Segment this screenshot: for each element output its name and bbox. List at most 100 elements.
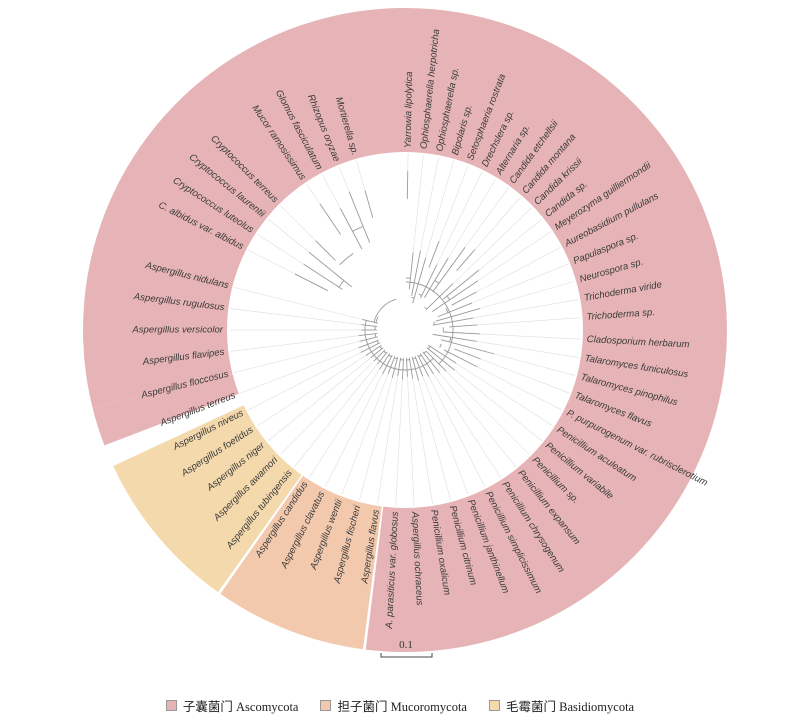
legend-item-mucoromycota: 担子菌门 Mucoromycota	[320, 696, 467, 715]
leaf-branch	[428, 344, 457, 364]
legend: 子囊菌门 Ascomycota 担子菌门 Mucoromycota 毛霉菌门 B…	[0, 694, 800, 716]
leaf-guide	[268, 357, 372, 441]
leaf-branch	[391, 356, 399, 379]
leaf-guide	[454, 369, 542, 441]
leaf-branch	[408, 357, 414, 380]
leaf-branch	[454, 348, 481, 360]
leaf-branch	[382, 354, 393, 375]
leaf-branch	[435, 308, 481, 322]
leaf-guide	[338, 166, 350, 192]
leaf-guide	[478, 219, 542, 271]
internal-node-arc	[433, 321, 435, 325]
leaf-guide	[324, 374, 383, 487]
leaf-branch	[437, 302, 473, 318]
leaf-guide	[230, 335, 359, 352]
internal-node-arc	[383, 350, 387, 354]
leaf-branch	[408, 252, 414, 290]
leaf-branch	[315, 240, 336, 261]
leaf-branch	[414, 355, 424, 377]
leaf-branch	[358, 339, 380, 349]
leaf-guide	[234, 341, 360, 373]
leaf-branch	[358, 332, 378, 337]
leaf-label: Aspergillus versicolor	[131, 325, 223, 336]
leaf-branch	[424, 258, 449, 298]
leaf-branch	[401, 357, 404, 380]
leaf-guide	[248, 352, 361, 411]
leaf-guide	[445, 370, 530, 455]
leaf-guide	[476, 247, 561, 293]
leaf-guide	[439, 372, 516, 467]
leaf-guide	[455, 362, 553, 427]
leaf-guide	[280, 205, 316, 241]
leaf-branch	[432, 317, 474, 326]
internal-node-arc	[379, 346, 383, 350]
leaf-label: Cladosporium herbarum	[586, 334, 689, 350]
leaf-guide	[436, 171, 483, 266]
leaf-branch	[432, 333, 477, 342]
leaf-guide	[476, 366, 562, 411]
legend-swatch-ascomycota	[165, 699, 177, 711]
leaf-branch	[361, 324, 378, 328]
leaf-guide	[473, 299, 579, 319]
leaf-guide	[422, 376, 469, 495]
leaf-guide	[428, 376, 486, 487]
leaf-branch	[348, 191, 371, 243]
leaf-guide	[240, 347, 359, 394]
legend-swatch-mucoromycota	[320, 699, 332, 711]
leaf-branch	[303, 263, 343, 290]
leaf-branch	[451, 291, 477, 306]
leaf-guide	[412, 154, 424, 253]
leaf-branch	[397, 357, 402, 377]
internal-node-arc	[427, 346, 431, 350]
leaf-guide	[418, 380, 451, 501]
leaf-branch	[359, 336, 378, 342]
internal-node-arc	[412, 357, 416, 360]
backbone-arc	[364, 320, 434, 371]
leaf-branch	[411, 250, 421, 296]
leaf-guide	[268, 219, 310, 253]
internal-node-arc	[339, 253, 354, 265]
leaf-branch	[432, 280, 479, 312]
internal-node-arc	[375, 316, 379, 323]
leaf-guide	[395, 379, 403, 506]
leaf-guide	[234, 287, 363, 320]
internal-node-arc	[352, 225, 364, 232]
leaf-guide	[438, 165, 469, 242]
leaf-branch	[428, 241, 440, 268]
leaf-branch	[443, 349, 478, 368]
internal-node-arc	[418, 354, 422, 358]
leaf-guide	[294, 363, 378, 467]
leaf-branch	[364, 190, 374, 218]
backbone-arc	[373, 298, 397, 323]
leaf-guide	[479, 281, 575, 309]
leaf-guide	[230, 308, 362, 325]
leaf-guide	[359, 377, 393, 501]
leaf-guide	[420, 157, 439, 251]
legend-label: 担子菌门 Mucoromycota	[337, 699, 467, 714]
leaf-guide	[407, 376, 415, 506]
leaf-guide	[341, 373, 389, 495]
internal-node-arc	[418, 293, 423, 296]
leaf-branch	[432, 247, 466, 293]
leaf-branch	[365, 344, 382, 356]
internal-node-arc	[446, 295, 451, 301]
leaf-guide	[474, 196, 521, 250]
scale-bar: 0.1	[380, 639, 433, 658]
leaf-guides	[229, 154, 581, 506]
leaf-branch	[422, 351, 441, 374]
leaf-branch	[420, 264, 438, 299]
internal-node-arc	[411, 296, 415, 299]
leaf-guide	[257, 233, 304, 265]
leaf-guide	[356, 160, 366, 191]
legend-swatch-basidiomycota	[488, 699, 500, 711]
legend-item-ascomycota: 子囊菌门 Ascomycota	[165, 696, 298, 715]
leaf-branch	[360, 342, 381, 353]
leaf-guide	[280, 360, 375, 455]
leaf-branch	[377, 351, 388, 365]
leaf-branch	[456, 249, 476, 272]
leaf-guide	[471, 263, 569, 304]
leaf-guide	[425, 160, 454, 258]
internal-node-arc	[439, 343, 442, 348]
leaf-branch	[294, 273, 329, 292]
leaf-branch	[412, 257, 427, 304]
